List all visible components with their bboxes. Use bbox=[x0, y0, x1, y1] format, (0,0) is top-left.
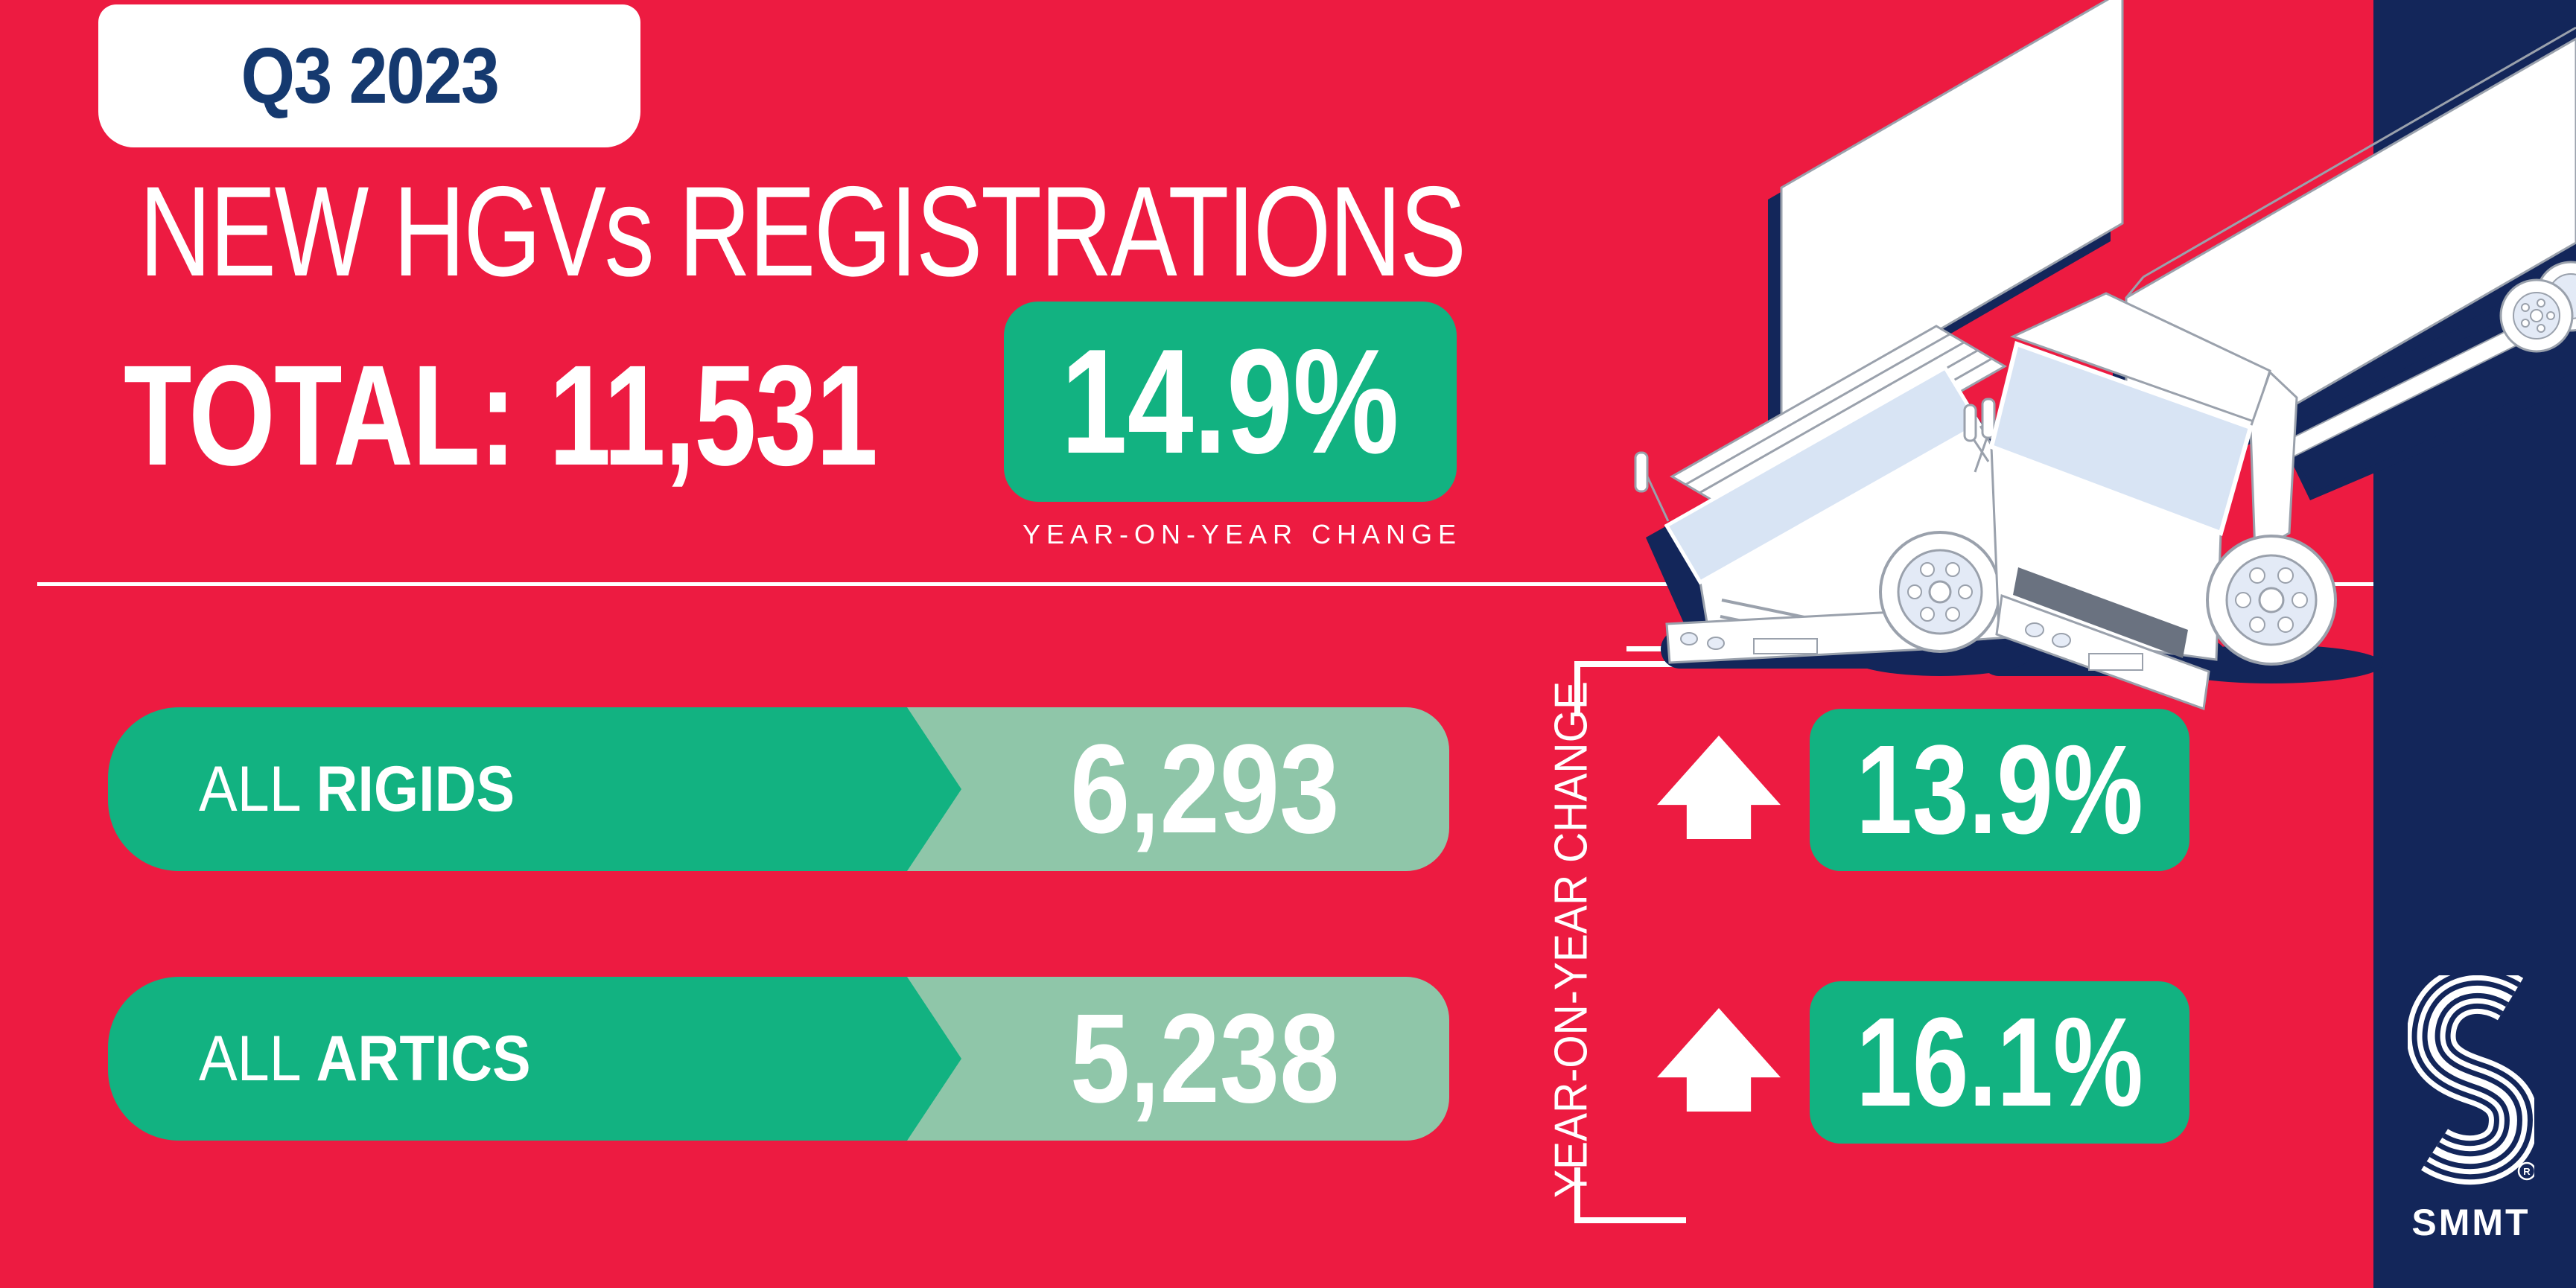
total-line: TOTAL: 11,531 bbox=[124, 333, 878, 497]
value-text: 5,238 bbox=[1070, 988, 1340, 1129]
bar-artics-light bbox=[907, 977, 1449, 1141]
bracket-bottom-stub bbox=[1574, 1167, 1580, 1223]
label-prefix: ALL bbox=[199, 753, 302, 825]
svg-text:R: R bbox=[2523, 1166, 2531, 1177]
registered-mark: R bbox=[2517, 1161, 2534, 1181]
total-change-caption: YEAR-ON-YEAR CHANGE bbox=[1022, 519, 1463, 549]
total-label: TOTAL: bbox=[124, 335, 516, 495]
trucks-illustration bbox=[1634, 0, 2576, 711]
total-change-value: 14.9% bbox=[1061, 318, 1399, 485]
total-change-badge: 14.9% bbox=[1004, 302, 1457, 502]
divider-line bbox=[37, 582, 2373, 586]
bar-artics-label: ALL ARTICS bbox=[199, 977, 567, 1141]
value-text: 6,293 bbox=[1070, 718, 1340, 860]
bar-rigids-value: 6,293 bbox=[961, 707, 1449, 871]
bar-rigids bbox=[108, 707, 907, 871]
smmt-logo: R bbox=[2408, 975, 2534, 1185]
bar-rigids-label: ALL RIGIDS bbox=[199, 707, 550, 871]
label-prefix: ALL bbox=[199, 1022, 302, 1094]
artics-change-badge: 16.1% bbox=[1810, 981, 2189, 1144]
label-main: RIGIDS bbox=[316, 753, 515, 825]
period-badge: Q3 2023 bbox=[98, 4, 640, 147]
bracket-top-arm bbox=[1574, 661, 1686, 667]
bar-rigids-light bbox=[907, 707, 1449, 871]
total-value: 11,531 bbox=[549, 335, 878, 495]
up-arrow-icon bbox=[1657, 1008, 1781, 1112]
artics-change-value: 16.1% bbox=[1856, 992, 2143, 1133]
bar-artics-value: 5,238 bbox=[961, 977, 1449, 1141]
rigids-change-badge: 13.9% bbox=[1810, 709, 2189, 871]
label-main: ARTICS bbox=[316, 1022, 531, 1094]
up-arrow-icon bbox=[1657, 736, 1781, 839]
bar-artics bbox=[108, 977, 907, 1141]
yoy-vertical-text: YEAR-ON-YEAR CHANGE bbox=[1545, 680, 1597, 1199]
rigids-change-value: 13.9% bbox=[1856, 719, 2143, 861]
page-title: NEW HGVs REGISTRATIONS bbox=[139, 160, 1466, 303]
period-label: Q3 2023 bbox=[241, 31, 499, 120]
bracket-top-stub bbox=[1574, 661, 1580, 715]
bracket-bottom-arm bbox=[1574, 1217, 1686, 1223]
smmt-logo-text: SMMT bbox=[2411, 1202, 2531, 1243]
